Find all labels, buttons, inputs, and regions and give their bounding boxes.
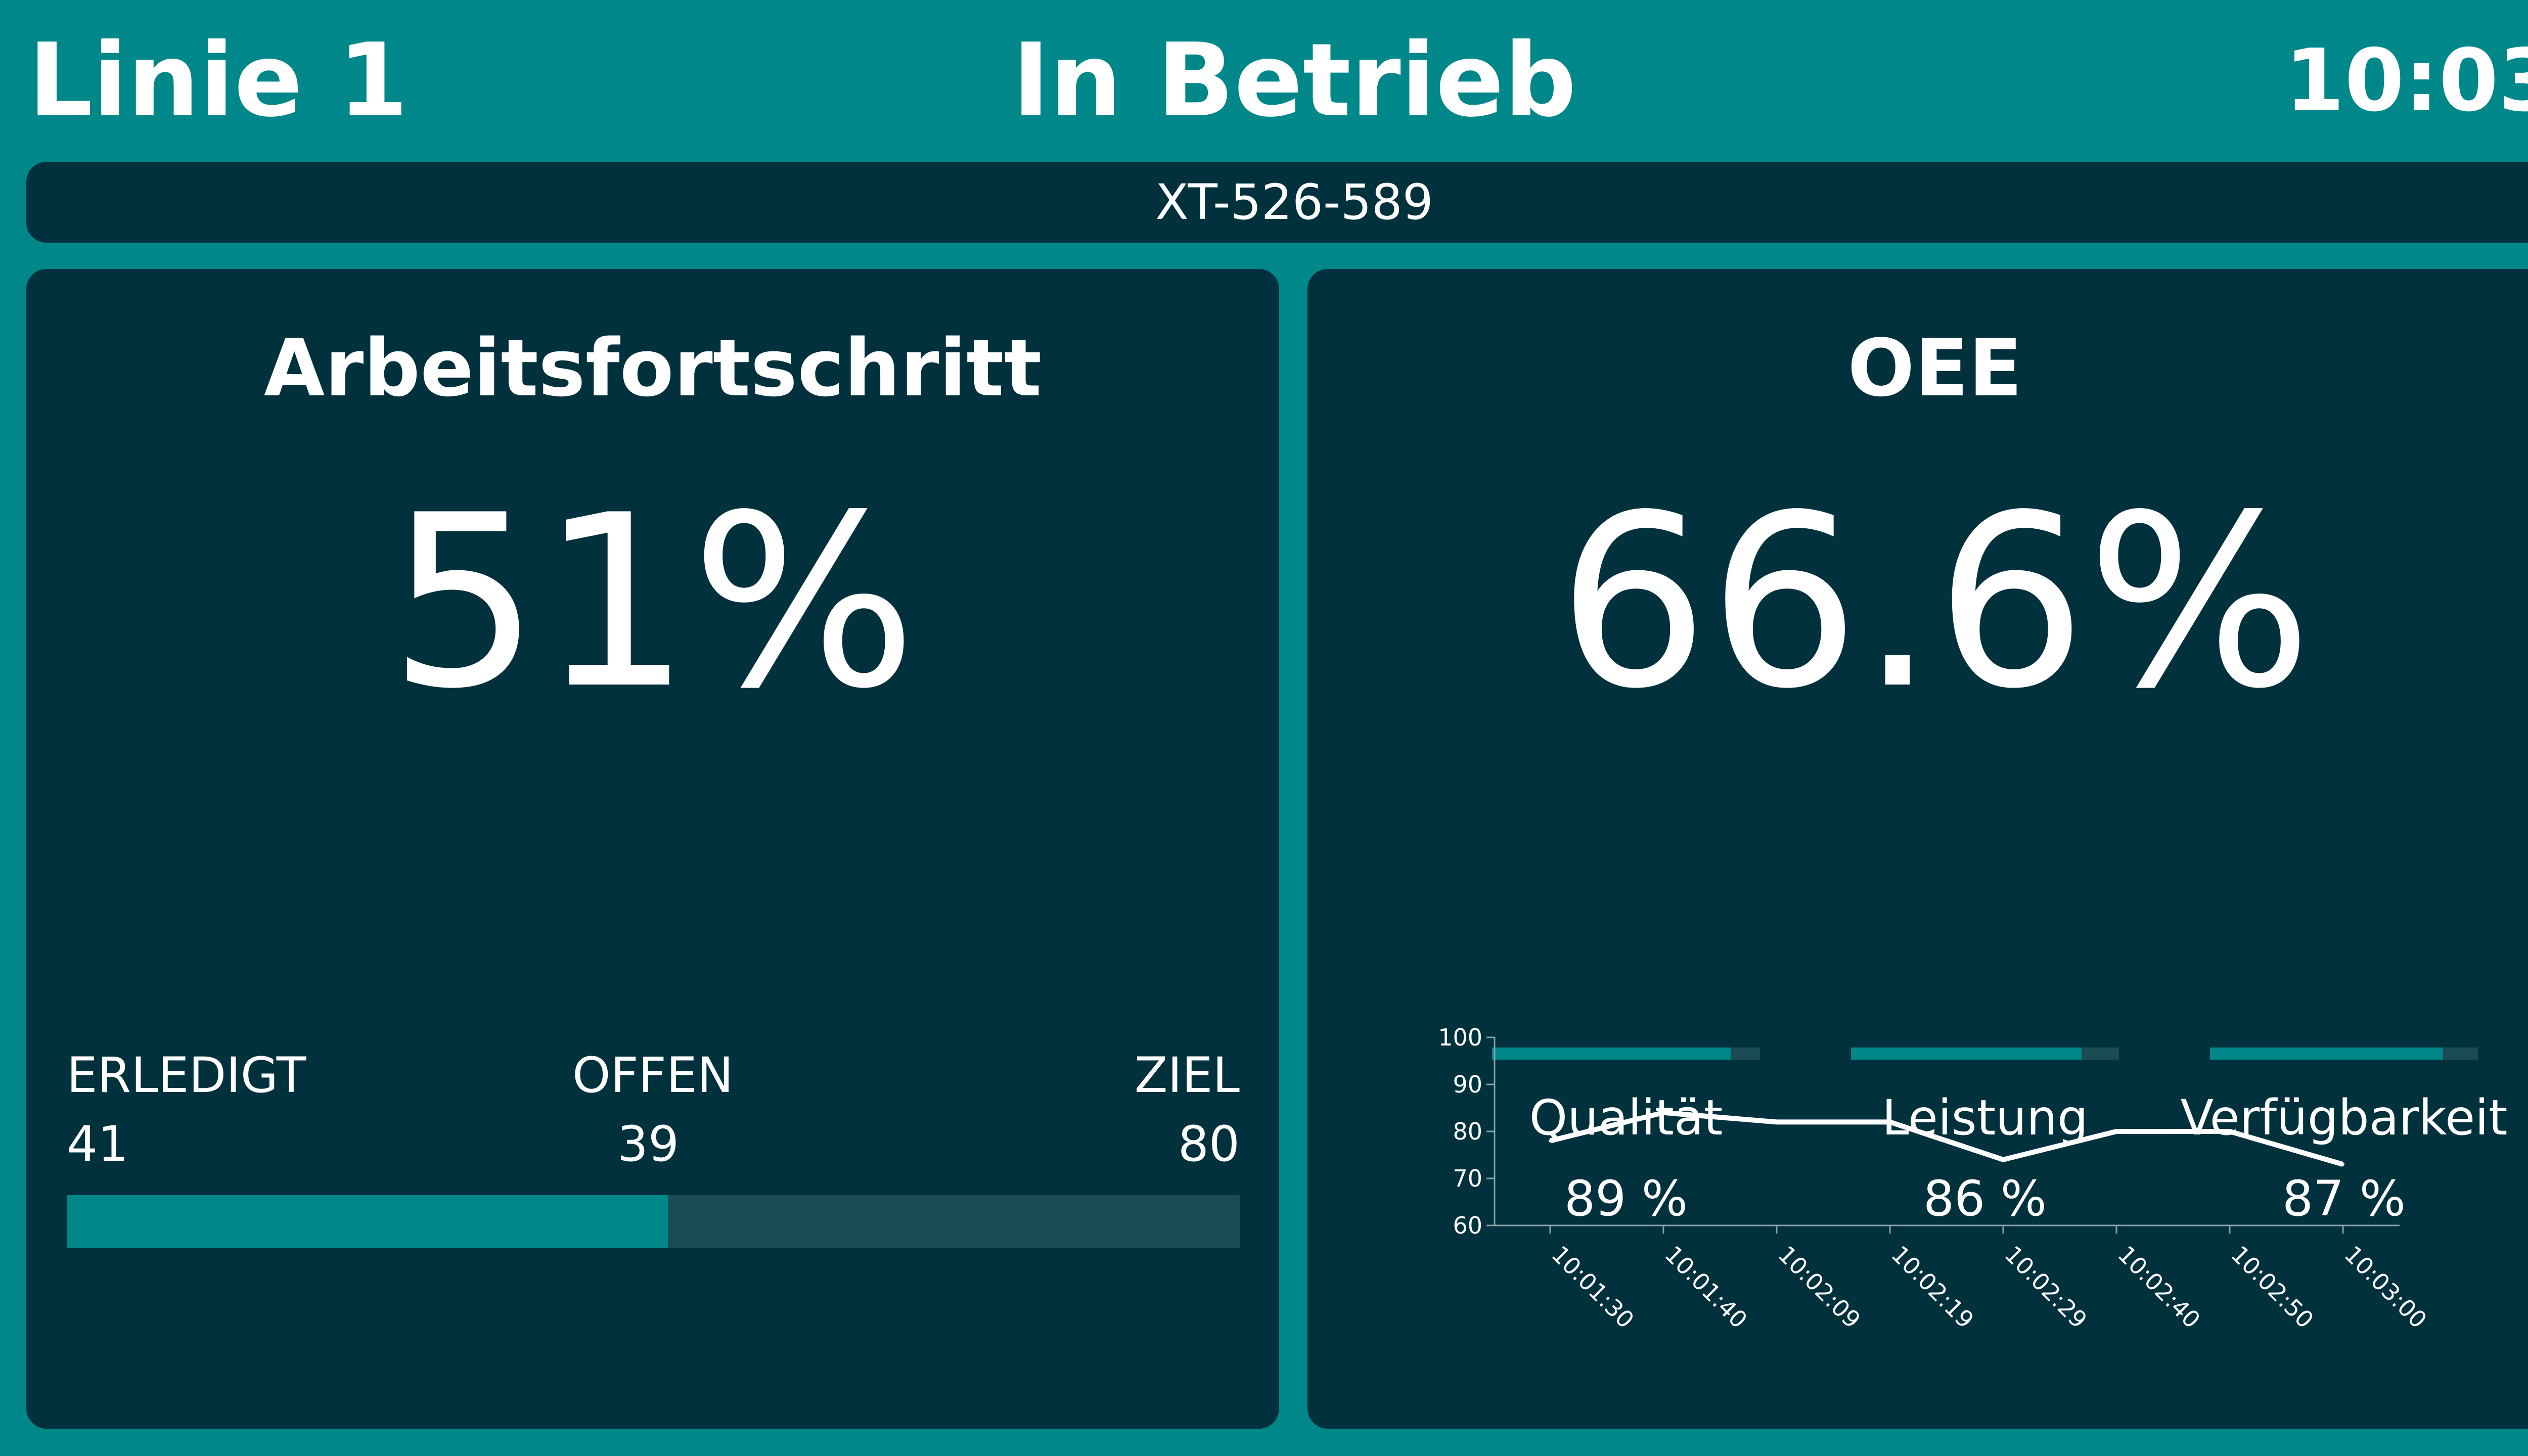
y-tick-label: 90 bbox=[1453, 1071, 1482, 1098]
x-tick-label: 10:02:50 bbox=[2226, 1241, 2319, 1334]
oee-data-point bbox=[2115, 1130, 2118, 1133]
y-tick-label: 80 bbox=[1453, 1118, 1482, 1145]
x-tick-label: 10:03:00 bbox=[2339, 1241, 2432, 1334]
stat-done-value: 41 bbox=[67, 1116, 129, 1172]
clock: 10:03 bbox=[2284, 31, 2528, 131]
line-name: Linie 1 bbox=[28, 22, 409, 140]
oee-title: OEE bbox=[1847, 322, 2022, 414]
oee-data-point bbox=[1549, 1139, 1552, 1143]
oee-data-point bbox=[1888, 1120, 1891, 1124]
oee-kpis: Qualität 89 % Leistung 86 % Verfügbarkei… bbox=[1307, 1048, 2528, 1250]
kpi-performance: Leistung 86 % bbox=[1808, 1048, 2162, 1232]
line-status: In Betrieb bbox=[1012, 22, 1577, 140]
stat-goal: ZIEL 80 bbox=[1135, 1042, 1240, 1177]
progress-panel: Arbeitsfortschritt 51% ERLEDIGT 41 OFFEN… bbox=[26, 269, 1279, 1429]
kpi-performance-bar-fill bbox=[1851, 1048, 2082, 1060]
x-tick-label: 10:02:40 bbox=[2112, 1241, 2205, 1334]
oee-data-point bbox=[2341, 1163, 2344, 1166]
x-tick-label: 10:02:09 bbox=[1773, 1241, 1866, 1334]
stat-done-label: ERLEDIGT bbox=[67, 1047, 306, 1104]
y-tick-label: 60 bbox=[1453, 1212, 1482, 1239]
order-number: XT-526-589 bbox=[1155, 174, 1433, 231]
oee-panel: OEE 66.6% Qualität 89 % Leistung 86 % bbox=[1307, 269, 2528, 1429]
kpi-performance-label: Leistung bbox=[1882, 1089, 2088, 1146]
kpi-availability: Verfügbarkeit 87 % bbox=[2167, 1048, 2521, 1232]
progress-percent: 51% bbox=[388, 464, 917, 741]
x-tick-label: 10:02:19 bbox=[1886, 1241, 1979, 1334]
stat-open: OFFEN 39 bbox=[572, 1042, 734, 1177]
header: Linie 1 In Betrieb 10:03 bbox=[0, 0, 2528, 157]
stat-done: ERLEDIGT 41 bbox=[67, 1042, 306, 1177]
oee-value: 66.6% bbox=[1557, 464, 2313, 741]
stat-goal-value: 80 bbox=[1178, 1116, 1240, 1172]
oee-data-point bbox=[1662, 1111, 1665, 1114]
kpi-performance-value: 86 % bbox=[1923, 1170, 2047, 1227]
oee-data-point bbox=[1775, 1120, 1778, 1124]
kpi-availability-label: Verfügbarkeit bbox=[2180, 1089, 2508, 1146]
progress-stats: ERLEDIGT 41 OFFEN 39 ZIEL 80 bbox=[67, 1042, 1240, 1194]
kpi-quality-bar bbox=[1492, 1048, 1760, 1060]
y-tick-label: 100 bbox=[1438, 1027, 1482, 1051]
kpi-quality-bar-fill bbox=[1492, 1048, 1731, 1060]
kpi-availability-value: 87 % bbox=[2282, 1170, 2406, 1227]
progress-bar-fill bbox=[67, 1195, 668, 1248]
stat-open-value: 39 bbox=[617, 1116, 680, 1172]
order-number-bar: XT-526-589 bbox=[26, 162, 2528, 243]
kpi-availability-bar-fill bbox=[2210, 1048, 2444, 1060]
stat-goal-label: ZIEL bbox=[1134, 1047, 1240, 1104]
oee-data-point bbox=[2002, 1158, 2005, 1161]
kpi-performance-bar bbox=[1851, 1048, 2119, 1060]
x-tick-label: 10:02:29 bbox=[1999, 1241, 2092, 1334]
stat-open-label: OFFEN bbox=[572, 1047, 734, 1104]
oee-data-point bbox=[2228, 1130, 2231, 1133]
x-tick-label: 10:01:40 bbox=[1659, 1241, 1752, 1334]
x-tick-label: 10:01:30 bbox=[1546, 1241, 1639, 1334]
progress-bar bbox=[67, 1195, 1240, 1248]
y-tick-label: 70 bbox=[1453, 1165, 1482, 1192]
progress-title: Arbeitsfortschritt bbox=[263, 322, 1042, 414]
kpi-availability-bar bbox=[2210, 1048, 2478, 1060]
kpi-quality-value: 89 % bbox=[1564, 1170, 1688, 1227]
oee-series-line bbox=[1549, 1110, 2344, 1167]
